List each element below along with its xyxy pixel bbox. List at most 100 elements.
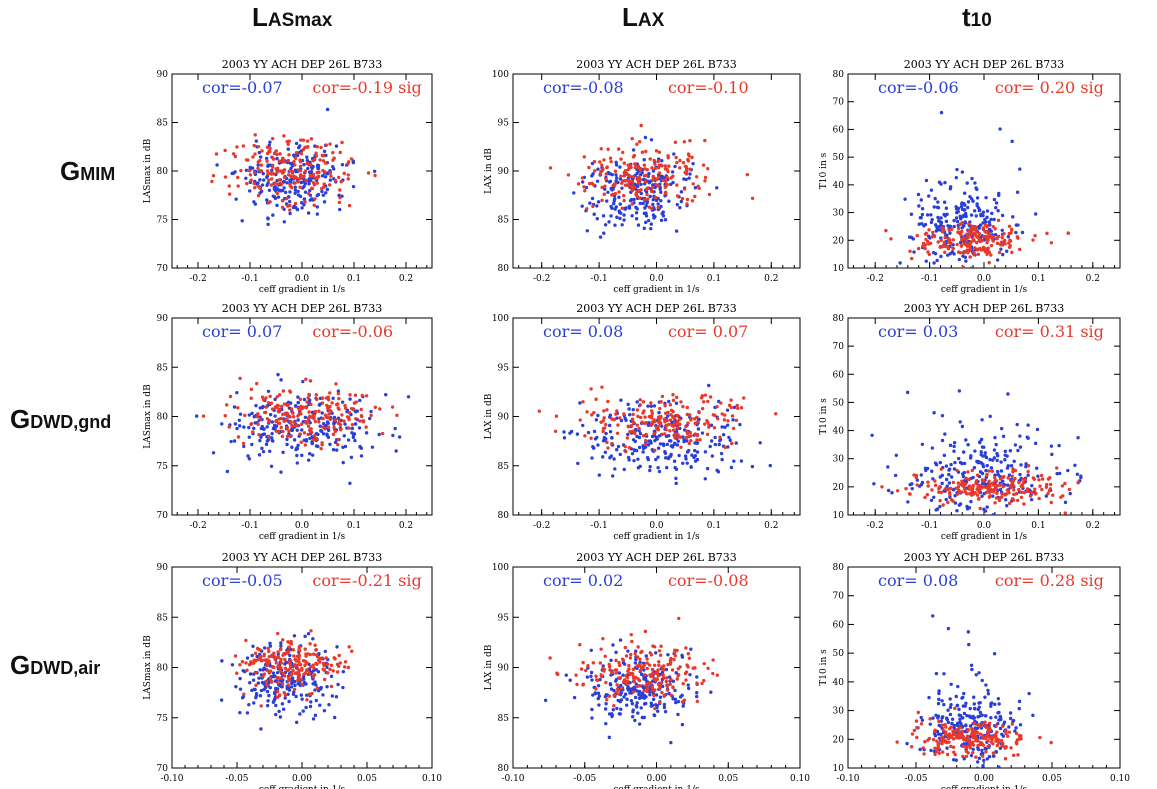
data-point: [634, 211, 639, 215]
correlation-label: cor=-0.08: [543, 78, 624, 97]
data-point: [668, 658, 673, 663]
data-point: [636, 223, 641, 227]
data-point: [1017, 487, 1021, 492]
data-point: [674, 700, 678, 705]
data-point: [646, 197, 650, 201]
data-point: [230, 663, 235, 667]
data-point: [939, 238, 943, 242]
data-point: [631, 148, 636, 152]
data-point: [644, 220, 648, 225]
data-point: [946, 708, 950, 712]
data-point: [614, 163, 619, 167]
data-point: [406, 395, 411, 399]
data-point: [998, 714, 1003, 719]
data-point: [247, 703, 251, 707]
x-tick-label: 0.10: [790, 774, 810, 784]
data-point: [975, 766, 980, 768]
data-point: [603, 654, 607, 659]
data-point: [656, 465, 660, 470]
data-point: [632, 458, 636, 463]
data-point: [304, 705, 308, 710]
data-point: [232, 439, 237, 443]
data-point: [644, 214, 649, 218]
x-tick-label: 0.1: [707, 521, 721, 531]
data-point: [988, 770, 991, 773]
y-tick-label: 70: [833, 592, 845, 602]
data-point: [706, 399, 710, 404]
data-point: [976, 715, 980, 719]
data-point: [656, 205, 660, 210]
data-point: [980, 478, 985, 482]
data-point: [956, 207, 960, 212]
data-point: [652, 158, 656, 163]
data-point: [941, 750, 945, 754]
data-point: [980, 481, 985, 486]
data-point: [333, 178, 338, 183]
data-point: [321, 416, 325, 421]
data-point: [943, 722, 947, 727]
data-point: [299, 201, 304, 205]
data-point: [351, 435, 356, 440]
data-point: [1010, 228, 1014, 232]
data-point: [700, 406, 705, 411]
data-point: [959, 722, 963, 726]
data-point: [649, 401, 653, 405]
data-point: [631, 184, 635, 188]
data-point: [678, 695, 683, 699]
data-point: [267, 435, 271, 439]
data-point: [643, 180, 648, 184]
data-point: [1002, 474, 1006, 479]
data-point: [254, 139, 259, 143]
data-point: [980, 445, 985, 449]
data-point: [617, 660, 621, 665]
data-point: [621, 673, 625, 677]
data-point: [929, 498, 934, 502]
data-point: [994, 750, 998, 754]
data-point: [661, 178, 665, 183]
data-point: [262, 681, 266, 686]
data-point: [965, 738, 969, 742]
data-point: [252, 181, 256, 186]
data-point: [314, 683, 318, 687]
data-point: [938, 498, 942, 503]
data-point: [654, 435, 659, 440]
data-point: [681, 682, 685, 686]
data-point: [937, 719, 941, 724]
data-point: [610, 670, 614, 675]
data-point: [1044, 494, 1049, 498]
data-point: [657, 184, 661, 188]
data-point: [952, 224, 956, 229]
data-point: [1003, 493, 1007, 497]
data-point: [642, 689, 646, 693]
correlation-label: cor=-0.06: [312, 322, 393, 341]
data-point: [601, 636, 605, 641]
data-point: [613, 467, 617, 471]
x-tick-label: -0.1: [590, 274, 607, 284]
data-point: [595, 217, 599, 221]
data-point: [643, 415, 647, 419]
data-point: [641, 450, 645, 454]
data-point: [918, 216, 923, 220]
data-point: [291, 692, 296, 696]
data-point: [630, 701, 635, 706]
data-point: [967, 222, 971, 226]
data-point: [693, 441, 697, 445]
points-layer: [537, 383, 778, 486]
data-point: [673, 688, 677, 693]
data-point: [296, 193, 301, 197]
data-point: [307, 410, 311, 414]
data-point: [986, 744, 990, 748]
data-point: [321, 193, 326, 197]
data-point: [664, 679, 669, 684]
data-point: [693, 186, 698, 190]
data-point: [327, 412, 331, 416]
data-point: [928, 722, 932, 726]
data-point: [328, 178, 333, 182]
data-point: [1049, 740, 1053, 745]
data-point: [959, 217, 963, 221]
data-point: [308, 652, 312, 657]
data-point: [276, 372, 280, 377]
data-point: [318, 703, 322, 707]
data-point: [689, 465, 693, 470]
data-point: [622, 213, 626, 217]
